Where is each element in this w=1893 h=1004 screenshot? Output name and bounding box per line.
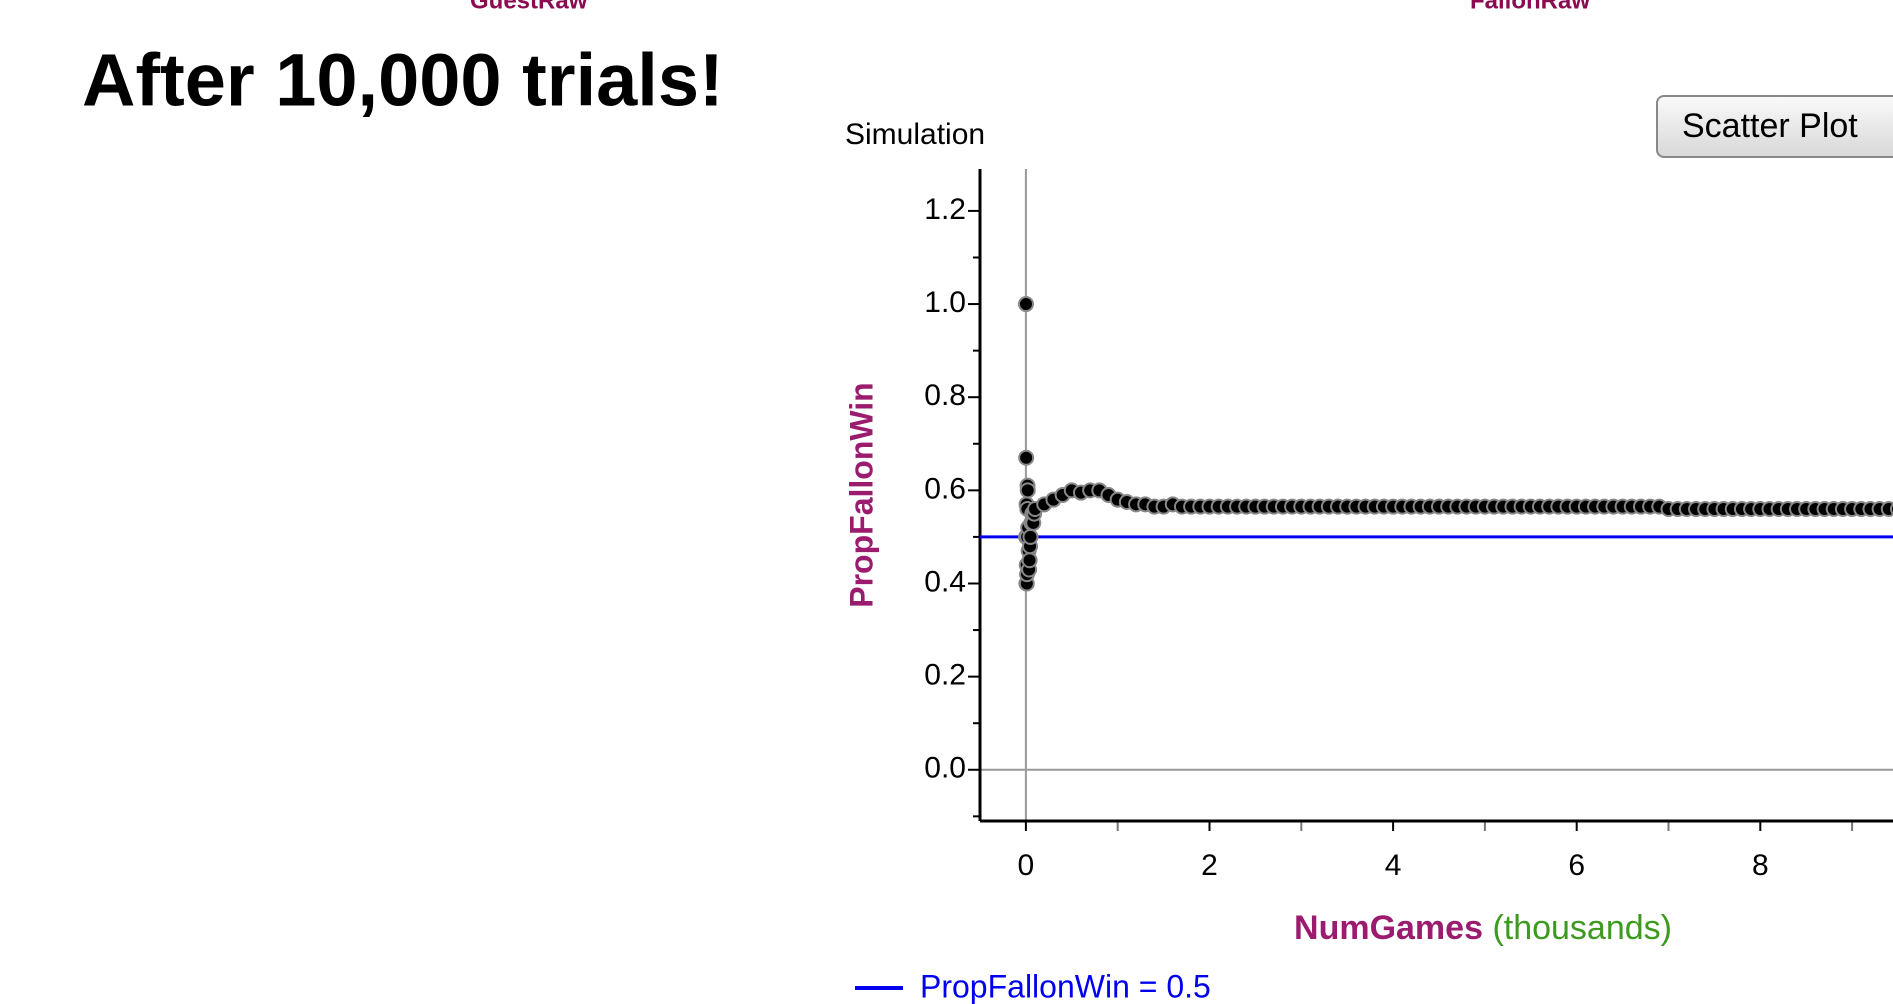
button-label[interactable]: Scatter Plot (1682, 107, 1858, 145)
x-axis-label: NumGames (thousands) (1294, 909, 1672, 947)
point (1880, 500, 1893, 517)
x-axis-name: NumGames (1294, 909, 1483, 947)
x-axis-unit: (thousands) (1492, 909, 1672, 947)
point (1017, 296, 1034, 313)
legend-label: PropFallonWin = 0.5 (920, 968, 1211, 1004)
y-tick-label: 1.2 (924, 193, 966, 226)
scatter-plot-button[interactable]: Scatter Plot (1656, 95, 1893, 158)
point (1019, 482, 1036, 499)
x-tick-label: 0 (1018, 849, 1035, 882)
point (1021, 552, 1038, 569)
y-tick-label: 1.0 (924, 286, 966, 319)
button-frame[interactable] (1656, 95, 1893, 158)
point (1018, 449, 1035, 466)
x-tick-label: 6 (1568, 849, 1585, 882)
y-axis-label: PropFallonWin (843, 382, 879, 607)
cut-label: GuestRaw (470, 0, 588, 14)
plot: 0.0 0.2 0.4 0.6 0.8 1.0 1.2 0 2 4 6 8 (924, 169, 1893, 882)
cut-label: FallonRaw (1470, 0, 1590, 14)
slide-title: After 10,000 trials! (82, 39, 724, 122)
x-tick-label: 2 (1201, 849, 1218, 882)
point (1022, 528, 1039, 545)
chart-title: Simulation (845, 118, 985, 151)
y-tick-label: 0.0 (924, 752, 966, 785)
x-tick-label: 8 (1752, 849, 1769, 882)
y-tick-label: 0.4 (924, 565, 966, 598)
x-tick-label: 4 (1385, 849, 1402, 882)
y-tick-label: 0.6 (924, 472, 966, 505)
y-tick-label: 0.8 (924, 379, 966, 412)
y-tick-label: 0.2 (924, 659, 966, 692)
